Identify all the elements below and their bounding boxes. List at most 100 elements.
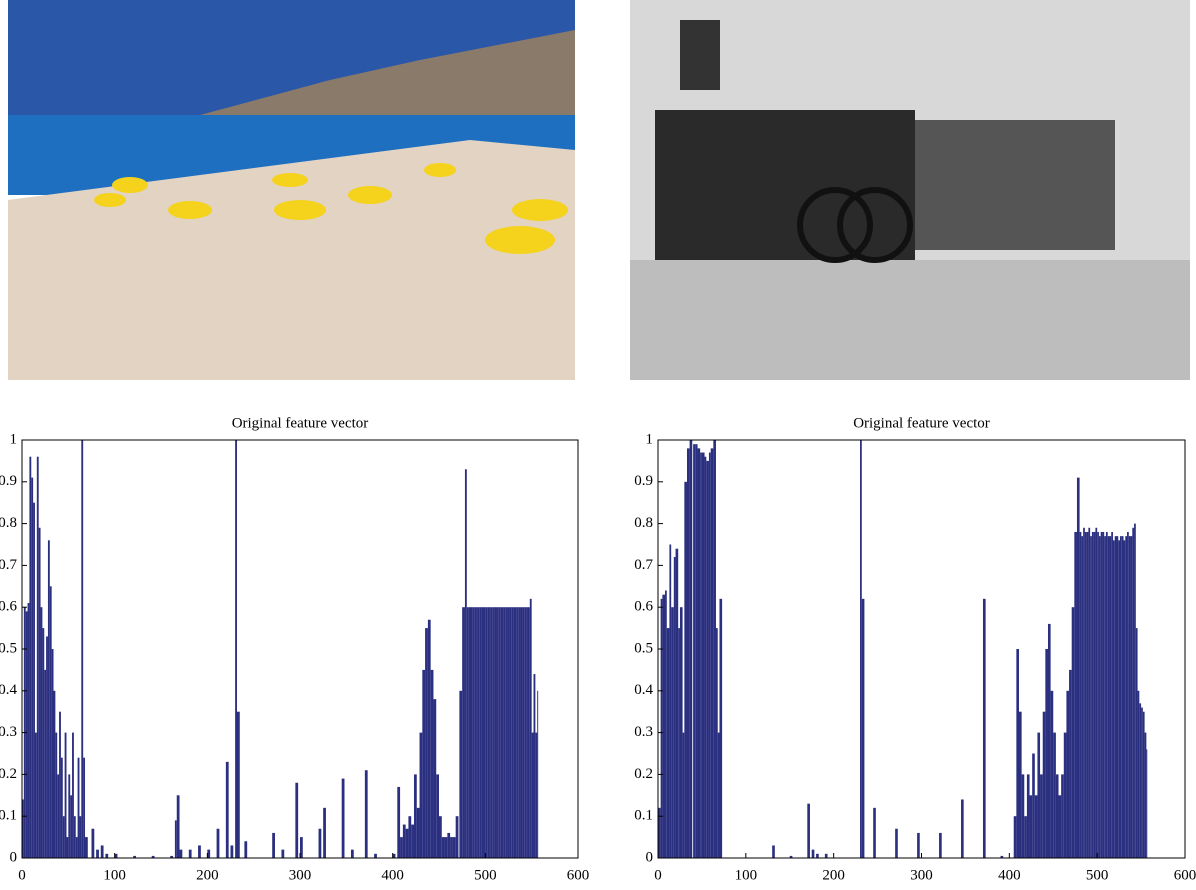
bar — [534, 674, 536, 858]
x-tick-label: 500 — [1086, 867, 1109, 883]
bar — [662, 595, 665, 858]
bar — [26, 611, 28, 858]
bar — [78, 758, 80, 858]
bar — [1145, 733, 1147, 858]
bar — [411, 825, 414, 858]
bar — [502, 607, 504, 858]
bar — [31, 478, 33, 858]
bar — [1146, 749, 1147, 858]
bar — [1134, 524, 1136, 858]
bar — [696, 444, 698, 858]
x-tick-label: 200 — [196, 867, 219, 883]
bar — [469, 607, 471, 858]
bar — [1094, 532, 1096, 858]
bar — [1083, 528, 1085, 858]
bar — [698, 448, 701, 858]
bar — [524, 607, 526, 858]
bar — [1116, 536, 1118, 858]
bar — [1077, 478, 1080, 858]
bar — [983, 599, 986, 858]
bar — [59, 712, 61, 858]
bar — [1022, 774, 1025, 858]
bar — [37, 457, 39, 858]
bar — [462, 607, 465, 858]
bar — [706, 461, 709, 858]
bar — [70, 795, 72, 858]
bar — [474, 607, 476, 858]
y-tick-label: 0.3 — [634, 724, 653, 740]
y-tick-label: 0.2 — [634, 766, 653, 782]
bar — [72, 733, 74, 858]
bar — [1109, 536, 1111, 858]
bar — [55, 733, 57, 858]
bar — [532, 733, 534, 858]
bar — [713, 440, 716, 858]
bar — [1045, 649, 1048, 858]
y-tick-label: 1 — [10, 431, 18, 447]
bar — [456, 816, 459, 858]
bar — [1132, 528, 1134, 858]
bar — [400, 837, 403, 858]
bar — [521, 607, 523, 858]
bar — [1139, 703, 1141, 858]
bar — [76, 837, 78, 858]
bar — [1101, 532, 1103, 858]
bar — [101, 845, 104, 858]
bar — [50, 586, 52, 858]
x-tick-label: 400 — [381, 867, 404, 883]
bar — [1120, 536, 1122, 858]
bar — [535, 733, 537, 858]
bar — [676, 549, 679, 858]
y-tick-label: 0.6 — [0, 599, 18, 615]
y-tick-label: 0.8 — [0, 515, 17, 531]
bar — [498, 607, 500, 858]
y-tick-label: 0.4 — [634, 682, 653, 698]
bar — [1136, 628, 1138, 858]
bar — [66, 837, 68, 858]
bar — [1043, 712, 1046, 858]
bar — [65, 733, 67, 858]
bar — [667, 628, 670, 858]
bar — [453, 837, 456, 858]
y-tick-label: 0 — [646, 849, 654, 865]
y-tick-label: 0.7 — [634, 557, 653, 573]
bar — [1108, 536, 1110, 858]
bar — [450, 837, 453, 858]
chart-title: Original feature vector — [853, 415, 990, 431]
bar — [439, 816, 442, 858]
bar — [519, 607, 521, 858]
bar — [495, 607, 497, 858]
bar — [472, 607, 474, 858]
bar — [42, 628, 44, 858]
bar — [961, 799, 964, 858]
bar — [425, 628, 428, 858]
y-tick-label: 0.9 — [634, 473, 653, 489]
y-tick-label: 0.7 — [0, 557, 18, 573]
bar — [705, 457, 707, 858]
y-tick-label: 0.6 — [634, 599, 653, 615]
bar — [471, 607, 473, 858]
bar — [272, 833, 275, 858]
bar — [860, 440, 862, 858]
bar — [674, 557, 676, 858]
bar — [1090, 536, 1092, 858]
bar — [513, 607, 515, 858]
bar — [1097, 532, 1099, 858]
bar — [500, 607, 502, 858]
bar — [480, 607, 482, 858]
bar — [1095, 528, 1097, 858]
bar — [1040, 774, 1043, 858]
bar — [180, 850, 183, 858]
bar — [807, 804, 810, 858]
y-tick-label: 0.2 — [0, 766, 17, 782]
bar — [231, 845, 234, 858]
bar — [1141, 708, 1143, 858]
bar — [669, 545, 671, 859]
bar — [414, 774, 417, 858]
bar — [511, 607, 513, 858]
bar — [57, 774, 59, 858]
bar — [522, 607, 524, 858]
x-tick-label: 0 — [654, 867, 662, 883]
bar — [1125, 536, 1127, 858]
bar — [105, 854, 108, 858]
